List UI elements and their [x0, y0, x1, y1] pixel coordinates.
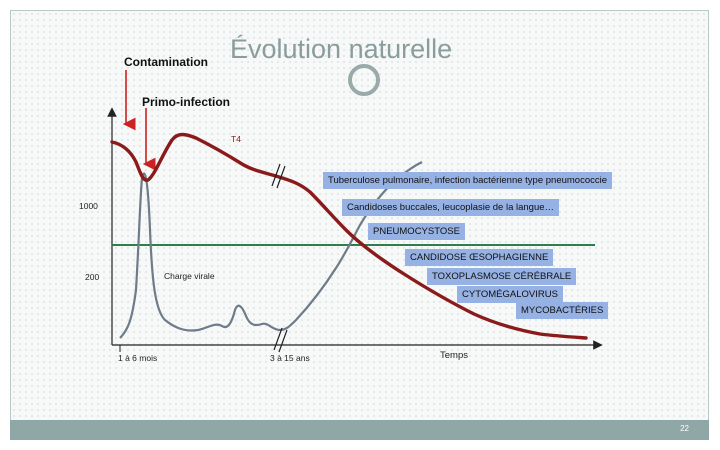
temps-label: Temps [440, 350, 468, 361]
annotation-candidoses-buccales: Candidoses buccales, leucoplasie de la l… [342, 199, 560, 216]
title-ring-decoration [348, 64, 380, 96]
break-mark-bottom [273, 327, 288, 353]
annotation-tuberculose: Tuberculose pulmonaire, infection bactér… [323, 172, 613, 189]
t4-curve [110, 132, 588, 340]
slide-footer: 22 [10, 420, 709, 440]
primo-infection-label: Primo-infection [142, 95, 231, 109]
annotation-pneumocystose: PNEUMOCYSTOSE [368, 223, 465, 240]
slide-title: Évolution naturelle [230, 34, 453, 64]
break-mark-top [271, 163, 286, 189]
page-number: 22 [680, 424, 689, 433]
annotation-candidose-oesophagienne: CANDIDOSE ŒSOPHAGIENNE [405, 249, 554, 266]
t4-label: T4 [231, 134, 241, 144]
viral-load-curve [119, 161, 423, 339]
annotation-cytomegalovirus: CYTOMÉGALOVIRUS [457, 286, 563, 303]
y-tick-200: 200 [85, 272, 100, 282]
annotation-toxoplasmose: TOXOPLASMOSE CÉRÉBRALE [427, 268, 577, 285]
contamination-label: Contamination [124, 55, 208, 69]
annotation-mycobacteries: MYCOBACTÉRIES [516, 302, 609, 319]
charge-virale-label: Charge virale [164, 271, 215, 281]
x-tick-3a15ans: 3 à 15 ans [270, 353, 310, 363]
x-tick-1a6mois: 1 à 6 mois [118, 353, 158, 363]
y-tick-1000: 1000 [79, 201, 98, 211]
